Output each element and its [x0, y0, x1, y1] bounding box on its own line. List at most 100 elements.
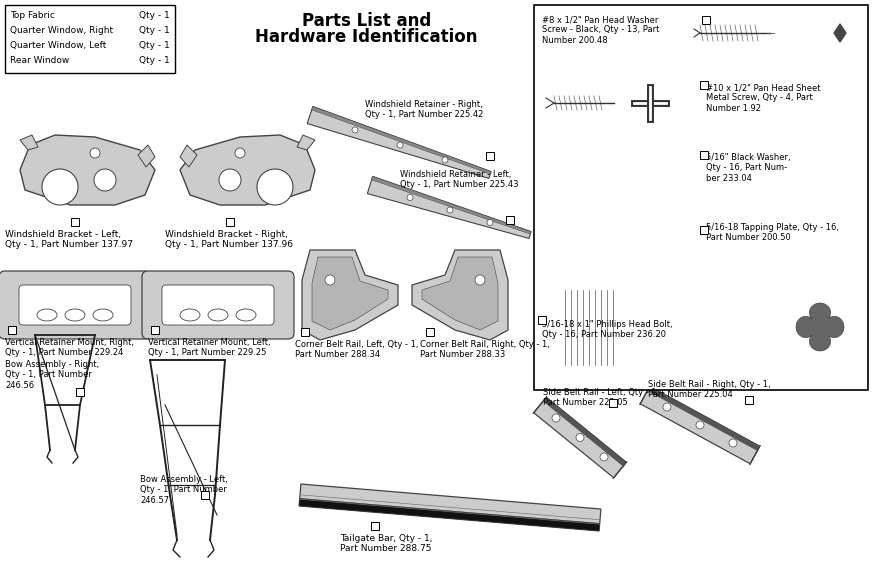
- Polygon shape: [302, 250, 398, 340]
- Circle shape: [600, 453, 608, 461]
- Text: Bow Assembly - Right,
Qty - 1, Part Number
246.56: Bow Assembly - Right, Qty - 1, Part Numb…: [5, 360, 100, 390]
- Text: Qty - 1: Qty - 1: [140, 26, 170, 35]
- Bar: [76, 388, 84, 396]
- Bar: [745, 396, 753, 404]
- Text: 5/16-18 Tapping Plate, Qty - 16,
Part Number 200.50: 5/16-18 Tapping Plate, Qty - 16, Part Nu…: [706, 223, 839, 242]
- Circle shape: [235, 148, 245, 158]
- Text: Qty - 1: Qty - 1: [140, 56, 170, 64]
- Polygon shape: [613, 461, 627, 479]
- Polygon shape: [533, 397, 547, 414]
- Bar: [560, 290, 615, 365]
- Polygon shape: [648, 386, 760, 451]
- Polygon shape: [372, 176, 531, 234]
- Circle shape: [257, 169, 293, 205]
- Bar: [700, 151, 708, 159]
- Ellipse shape: [37, 309, 57, 321]
- Circle shape: [397, 142, 403, 148]
- FancyBboxPatch shape: [142, 271, 294, 339]
- Circle shape: [609, 256, 621, 268]
- Text: #8 x 1/2" Pan Head Washer
Screw - Black, Qty - 13, Part
Number 200.48: #8 x 1/2" Pan Head Washer Screw - Black,…: [542, 15, 659, 45]
- Ellipse shape: [65, 309, 85, 321]
- Circle shape: [90, 148, 100, 158]
- Circle shape: [94, 169, 116, 191]
- Bar: [700, 81, 708, 89]
- Text: Quarter Window, Right: Quarter Window, Right: [10, 26, 113, 35]
- Text: 5/16-18 x 1" Phillips Head Bolt,
Qty - 16, Part Number 236.20: 5/16-18 x 1" Phillips Head Bolt, Qty - 1…: [542, 320, 672, 339]
- Bar: [538, 316, 546, 324]
- Polygon shape: [543, 397, 626, 466]
- Text: Windshield Retainer - Right,
Qty - 1, Part Number 225.42: Windshield Retainer - Right, Qty - 1, Pa…: [365, 100, 484, 119]
- Circle shape: [606, 154, 634, 182]
- Text: Bow Assembly - Left,
Qty - 1, Part Number
246.57: Bow Assembly - Left, Qty - 1, Part Numbe…: [140, 475, 228, 505]
- Polygon shape: [312, 106, 491, 174]
- Polygon shape: [299, 484, 601, 531]
- Circle shape: [729, 439, 737, 447]
- Text: Qty - 1: Qty - 1: [140, 40, 170, 50]
- Circle shape: [576, 434, 584, 442]
- Polygon shape: [20, 135, 155, 205]
- Circle shape: [663, 403, 671, 411]
- Polygon shape: [533, 397, 626, 478]
- FancyBboxPatch shape: [19, 285, 131, 325]
- Text: Side Belt Rail - Left, Qty - 1,
Part Number 225.05: Side Belt Rail - Left, Qty - 1, Part Num…: [543, 388, 659, 407]
- Bar: [534, 5, 868, 390]
- FancyBboxPatch shape: [0, 271, 151, 339]
- Text: Parts List and: Parts List and: [302, 12, 431, 30]
- Text: Hardware Identification: Hardware Identification: [256, 28, 478, 46]
- Polygon shape: [307, 106, 491, 179]
- Circle shape: [325, 275, 335, 285]
- Text: Side Belt Rail - Right, Qty - 1,
Part Number 225.04: Side Belt Rail - Right, Qty - 1, Part Nu…: [648, 380, 771, 399]
- Bar: [5, 5, 175, 73]
- Text: Vertical Retainer Mount, Right,
Qty - 1, Part Number 229.24: Vertical Retainer Mount, Right, Qty - 1,…: [5, 338, 134, 357]
- Circle shape: [590, 138, 650, 198]
- Circle shape: [626, 79, 674, 127]
- Text: Windshield Retainer - Left,
Qty - 1, Part Number 225.43: Windshield Retainer - Left, Qty - 1, Par…: [400, 170, 519, 189]
- Bar: [506, 216, 514, 224]
- Bar: [609, 399, 617, 407]
- Circle shape: [827, 20, 853, 46]
- Bar: [371, 522, 379, 530]
- Text: Top Fabric: Top Fabric: [10, 10, 55, 19]
- Polygon shape: [834, 24, 846, 42]
- Polygon shape: [750, 446, 760, 465]
- Circle shape: [442, 157, 448, 163]
- Ellipse shape: [556, 274, 618, 306]
- Text: Tailgate Bar, Qty - 1,
Part Number 288.75: Tailgate Bar, Qty - 1, Part Number 288.7…: [340, 534, 432, 554]
- Circle shape: [818, 11, 862, 55]
- Ellipse shape: [579, 234, 607, 256]
- Bar: [71, 218, 79, 226]
- Ellipse shape: [608, 93, 620, 113]
- Text: Corner Belt Rail, Right, Qty - 1,
Part Number 288.33: Corner Belt Rail, Right, Qty - 1, Part N…: [420, 340, 550, 360]
- Circle shape: [487, 220, 493, 225]
- Polygon shape: [368, 176, 531, 238]
- Bar: [226, 218, 234, 226]
- Circle shape: [352, 127, 358, 133]
- Polygon shape: [20, 135, 38, 150]
- Polygon shape: [299, 498, 600, 531]
- Bar: [702, 16, 710, 24]
- Circle shape: [780, 287, 860, 367]
- Text: Quarter Window, Left: Quarter Window, Left: [10, 40, 107, 50]
- Circle shape: [565, 222, 577, 234]
- Ellipse shape: [93, 309, 113, 321]
- Bar: [151, 326, 159, 334]
- Polygon shape: [312, 257, 388, 330]
- Bar: [301, 328, 309, 336]
- Text: #10 x 1/2" Pan Head Sheet
Metal Screw, Qty - 4, Part
Number 1.92: #10 x 1/2" Pan Head Sheet Metal Screw, Q…: [706, 83, 821, 113]
- FancyBboxPatch shape: [704, 215, 783, 235]
- Text: Windshield Bracket - Right,
Qty - 1, Part Number 137.96: Windshield Bracket - Right, Qty - 1, Par…: [165, 230, 293, 249]
- Bar: [554, 145, 560, 191]
- Polygon shape: [640, 386, 760, 464]
- Text: Vertical Retainer Mount, Left,
Qty - 1, Part Number 229.25: Vertical Retainer Mount, Left, Qty - 1, …: [148, 338, 271, 357]
- Circle shape: [219, 169, 241, 191]
- Text: Qty - 1: Qty - 1: [140, 10, 170, 19]
- Bar: [426, 328, 434, 336]
- Circle shape: [475, 275, 485, 285]
- Text: 5/16" Black Washer,
Qty - 16, Part Num-
ber 233.04: 5/16" Black Washer, Qty - 16, Part Num- …: [706, 153, 791, 183]
- Polygon shape: [180, 145, 197, 167]
- Polygon shape: [297, 135, 315, 150]
- Ellipse shape: [180, 309, 200, 321]
- Circle shape: [565, 256, 577, 268]
- Circle shape: [552, 414, 560, 422]
- Text: Corner Belt Rail, Left, Qty - 1,
Part Number 288.34: Corner Belt Rail, Left, Qty - 1, Part Nu…: [295, 340, 418, 360]
